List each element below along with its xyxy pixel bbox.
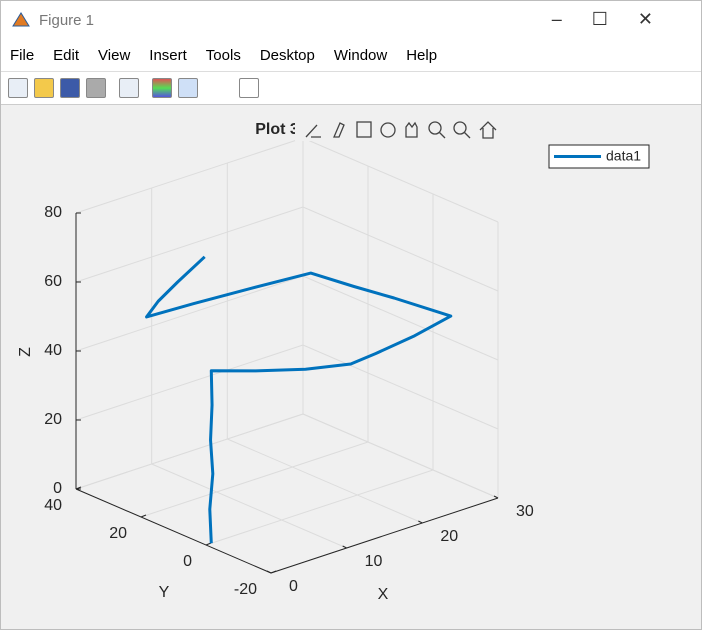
property-button[interactable] (239, 78, 259, 98)
window-title: Figure 1 (39, 11, 95, 29)
menu-item[interactable]: Desktop (259, 46, 315, 64)
z-axis-label: Z (17, 347, 34, 357)
x-tick-label: 30 (516, 503, 534, 520)
z-tick-label: 60 (44, 273, 62, 290)
z-tick-label: 80 (44, 204, 62, 221)
tick-mark (75, 486, 82, 490)
z-tick-label: 20 (44, 411, 62, 428)
data-line (145, 255, 453, 544)
grid-line (302, 344, 499, 430)
toolbar (1, 71, 701, 105)
y-axis (75, 488, 272, 574)
grid-line (227, 438, 423, 524)
tick-mark (342, 545, 347, 549)
grid-line (302, 275, 499, 361)
y-tick-label: 40 (44, 497, 62, 514)
title-bar: Figure 1 –☐✕ (1, 1, 701, 39)
tick-mark (418, 520, 423, 524)
tick-mark (266, 570, 272, 574)
axes-toolbar[interactable] (295, 119, 510, 141)
grid-line (75, 137, 304, 214)
grid-line (75, 344, 304, 421)
menu-item[interactable]: Tools (205, 46, 241, 64)
x-axis-label: X (378, 586, 389, 603)
chart-title: Plot 3 (255, 121, 299, 138)
legend-button[interactable] (178, 78, 198, 98)
y-tick-label: 20 (109, 525, 127, 542)
link-button[interactable] (119, 78, 139, 98)
menu-item[interactable]: Window (333, 46, 388, 64)
save-button[interactable] (60, 78, 80, 98)
menu-item[interactable]: Edit (53, 46, 80, 64)
menu-item[interactable]: Help (406, 46, 438, 64)
tick-mark (270, 570, 277, 574)
x-axis (270, 497, 499, 574)
open-button[interactable] (34, 78, 54, 98)
grid-line (75, 413, 304, 490)
grid-line (302, 413, 499, 499)
y-axis-label: Y (159, 584, 170, 601)
menu-item[interactable]: File (10, 46, 35, 64)
menu-bar: File Edit View Insert Tools Desktop Window Help (1, 39, 701, 71)
x-tick-label: 20 (440, 528, 458, 545)
print-button[interactable] (86, 78, 106, 98)
tick-mark (493, 495, 499, 499)
z-tick-label: 40 (44, 342, 62, 359)
tick-mark (140, 514, 147, 518)
x-tick-label: 0 (289, 578, 298, 595)
grid-line (75, 275, 304, 352)
grid-line (302, 206, 499, 292)
grid-line (302, 137, 499, 223)
x-tick-label: 10 (365, 553, 383, 570)
y-tick-label: 0 (183, 553, 192, 570)
new-button[interactable] (8, 78, 28, 98)
grid-line (151, 463, 347, 549)
menu-item[interactable]: Insert (149, 46, 187, 64)
app-icon (12, 12, 30, 27)
y-tick-label: -20 (234, 581, 257, 598)
z-tick-label: 0 (53, 480, 62, 497)
legend-label: data1 (606, 148, 641, 164)
window-controls[interactable]: –☐✕ (551, 9, 683, 29)
pointer-button[interactable] (213, 78, 233, 98)
grid-line (140, 441, 369, 518)
grid-line (205, 469, 434, 546)
colorbar-button[interactable] (152, 78, 172, 98)
menu-item[interactable]: View (98, 46, 131, 64)
grid-line (75, 206, 304, 283)
tick-mark (205, 542, 212, 546)
